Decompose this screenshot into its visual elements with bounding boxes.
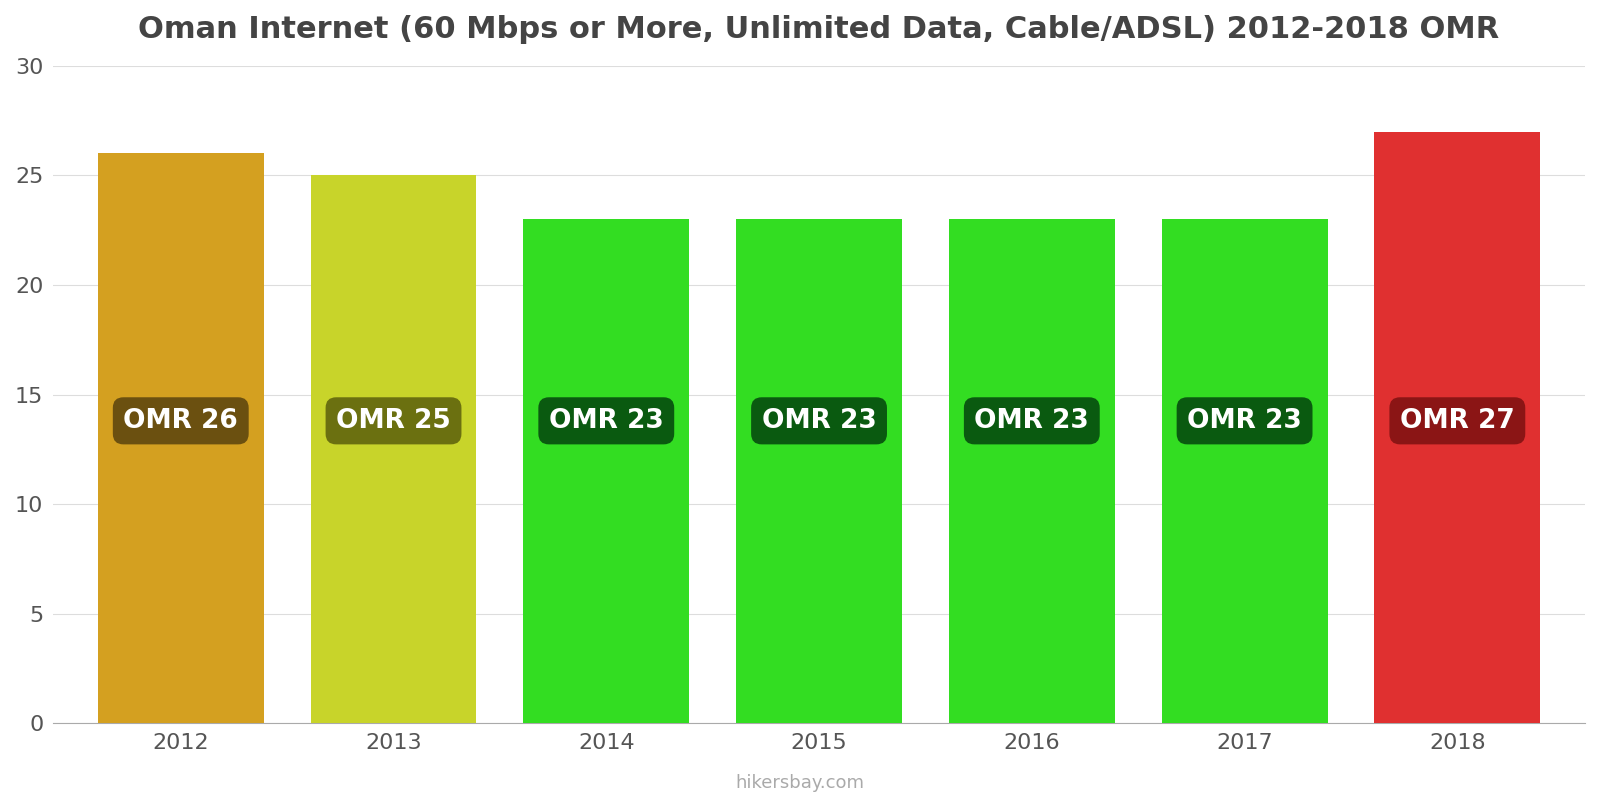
Text: OMR 27: OMR 27 bbox=[1400, 408, 1515, 434]
Bar bbox=[310, 175, 477, 723]
Text: OMR 23: OMR 23 bbox=[1187, 408, 1302, 434]
Bar bbox=[1162, 219, 1328, 723]
Text: OMR 23: OMR 23 bbox=[549, 408, 664, 434]
Text: OMR 25: OMR 25 bbox=[336, 408, 451, 434]
Bar bbox=[523, 219, 690, 723]
Bar bbox=[98, 154, 264, 723]
Text: OMR 23: OMR 23 bbox=[974, 408, 1090, 434]
Text: hikersbay.com: hikersbay.com bbox=[736, 774, 864, 792]
Bar bbox=[736, 219, 902, 723]
Bar bbox=[949, 219, 1115, 723]
Text: OMR 26: OMR 26 bbox=[123, 408, 238, 434]
Title: Oman Internet (60 Mbps or More, Unlimited Data, Cable/ADSL) 2012-2018 OMR: Oman Internet (60 Mbps or More, Unlimite… bbox=[139, 15, 1499, 44]
Bar bbox=[1374, 131, 1541, 723]
Text: OMR 23: OMR 23 bbox=[762, 408, 877, 434]
